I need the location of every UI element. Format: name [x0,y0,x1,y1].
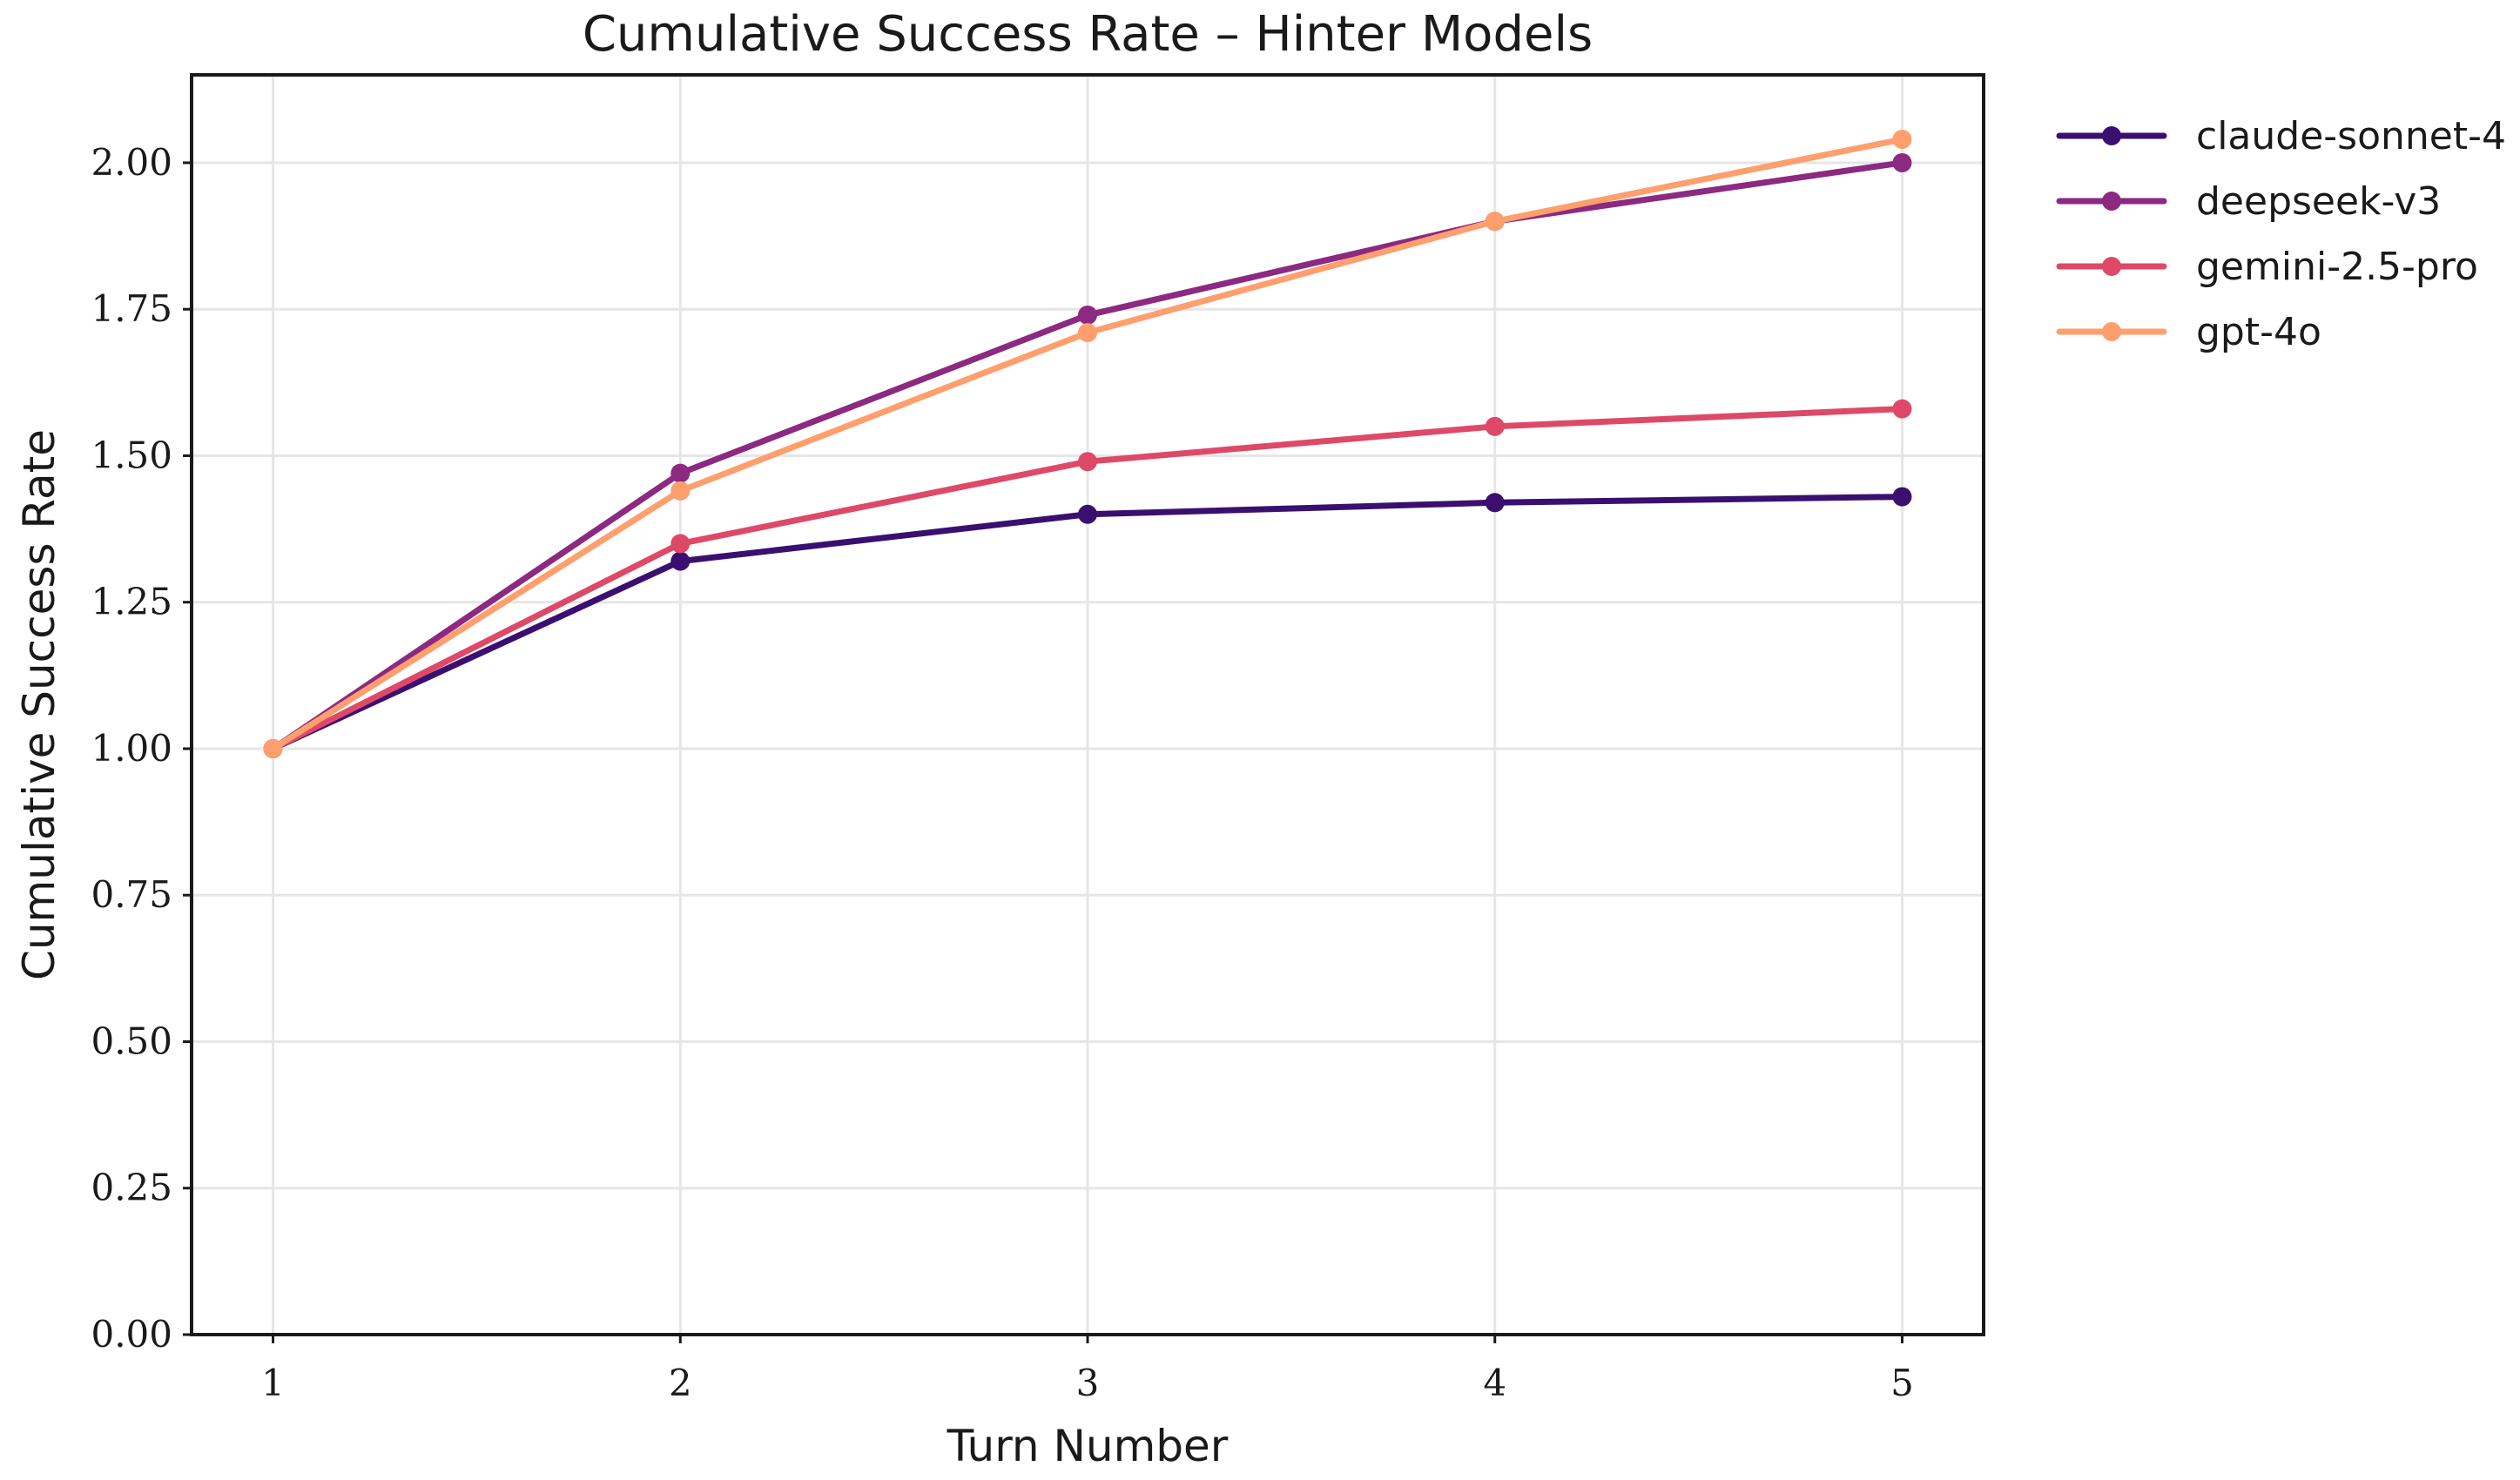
x-tick-label: 5 [1890,1362,1914,1404]
y-tick-label: 1.00 [91,727,172,770]
legend-label: gpt-4o [2196,310,2321,354]
x-tick-label: 2 [669,1362,692,1404]
legend-label: gemini-2.5-pro [2196,245,2478,289]
data-point-gpt-4o [1892,130,1912,150]
legend-marker-gemini-2.5-pro [2102,257,2121,276]
y-tick-label: 0.75 [91,873,172,916]
data-point-gemini-2.5-pro [1078,452,1097,472]
x-tick-label: 3 [1076,1362,1100,1404]
data-point-claude-sonnet-4 [1078,504,1097,524]
y-tick-label: 0.50 [91,1019,172,1062]
data-point-deepseek-v3 [1892,152,1912,172]
y-tick-label: 1.50 [91,434,172,476]
plot-frame [190,73,1985,1336]
y-tick-label: 0.25 [91,1167,172,1209]
legend-label: deepseek-v3 [2196,179,2441,224]
data-point-gpt-4o [263,738,283,758]
x-tick-label: 4 [1483,1362,1506,1404]
data-point-gpt-4o [1078,323,1097,343]
legend-label: claude-sonnet-4 [2196,114,2506,158]
data-point-gemini-2.5-pro [1485,416,1505,436]
y-tick-label: 1.25 [91,581,172,623]
legend-marker-deepseek-v3 [2102,192,2121,211]
chart-title: Cumulative Success Rate – Hinter Models [583,6,1593,63]
data-point-deepseek-v3 [1078,305,1097,325]
x-tick-label: 1 [261,1362,285,1404]
y-tick-label: 1.75 [91,287,172,330]
y-tick-label: 2.00 [91,141,172,184]
data-point-deepseek-v3 [670,463,691,483]
y-tick-label: 0.00 [91,1313,172,1356]
data-point-claude-sonnet-4 [670,551,691,571]
data-point-claude-sonnet-4 [1892,487,1912,507]
y-axis-label: Cumulative Success Rate [14,429,64,980]
grid-lines [192,75,1984,1336]
data-point-claude-sonnet-4 [1485,493,1505,513]
series-lines [263,130,1912,758]
legend-marker-claude-sonnet-4 [2102,126,2121,145]
legend-marker-gpt-4o [2102,322,2121,341]
data-point-gemini-2.5-pro [1892,399,1912,419]
data-point-gpt-4o [670,481,691,501]
axis-ticks: 0.00 0.25 0.50 0.75 1.00 1.25 1.50 1.75 2.00 1 2 3 4… [91,141,1913,1404]
data-point-gpt-4o [1485,212,1505,232]
legend: claude-sonnet-4 deepseek-v3 gemini-2.5-pro… [2056,114,2506,354]
data-point-gemini-2.5-pro [670,534,691,554]
x-axis-label: Turn Number [947,1421,1229,1471]
